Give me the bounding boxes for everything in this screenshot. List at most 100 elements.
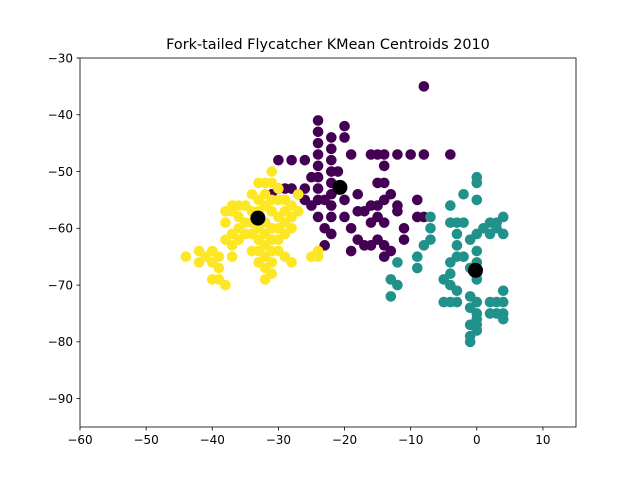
- cluster-2-point: [213, 262, 225, 274]
- cluster-1-point: [445, 200, 456, 211]
- cluster-1-point: [392, 279, 403, 291]
- cluster-1-point: [451, 240, 463, 251]
- cluster-2-point: [286, 223, 297, 234]
- cluster-0-point: [319, 194, 330, 206]
- cluster-0-point: [339, 194, 350, 206]
- cluster-2-point: [273, 183, 284, 194]
- cluster-1-point: [425, 234, 436, 245]
- centroid-point: [250, 210, 266, 226]
- cluster-0-point: [418, 81, 430, 92]
- cluster-0-point: [378, 177, 390, 189]
- cluster-0-point: [398, 234, 410, 245]
- y-axis: −90 −80 −70 −60 −50 −40 −30: [48, 51, 80, 406]
- cluster-0-point: [385, 188, 397, 200]
- cluster-2-point: [213, 251, 225, 262]
- cluster-0-point: [312, 137, 324, 149]
- cluster-0-point: [405, 149, 416, 160]
- cluster-1-point: [497, 285, 509, 297]
- cluster-2-point: [266, 166, 278, 177]
- cluster-1-point: [385, 291, 397, 302]
- cluster-1-point: [497, 296, 509, 308]
- cluster-1-point: [445, 257, 456, 268]
- cluster-0-point: [378, 160, 390, 172]
- cluster-1-point: [458, 188, 469, 200]
- x-tick-label: −30: [266, 433, 291, 447]
- cluster-0-point: [392, 200, 403, 211]
- cluster-0-point: [306, 200, 317, 211]
- cluster-0-point: [326, 132, 337, 143]
- cluster-2-point: [180, 251, 192, 262]
- cluster-1-point: [425, 211, 436, 223]
- x-tick-label: −50: [133, 433, 158, 447]
- cluster-0-point: [273, 154, 284, 166]
- x-tick-label: −60: [67, 433, 92, 447]
- cluster-0-point: [312, 115, 324, 126]
- centroid-point: [467, 262, 483, 278]
- cluster-0-point: [312, 211, 324, 223]
- cluster-0-point: [299, 154, 311, 166]
- y-tick-label: −60: [48, 222, 73, 236]
- cluster-0-point: [312, 126, 324, 138]
- plot-frame: [79, 57, 577, 428]
- cluster-0-point: [332, 166, 344, 177]
- cluster-0-point: [326, 154, 337, 166]
- centroid-points: [250, 179, 483, 278]
- cluster-2-point: [226, 200, 238, 211]
- cluster-2-point: [292, 188, 304, 200]
- cluster-2-point: [292, 205, 304, 217]
- x-tick-label: −40: [200, 433, 225, 447]
- cluster-0-point: [312, 183, 324, 194]
- cluster-0-point: [345, 245, 357, 257]
- cluster-1-point: [411, 262, 423, 274]
- cluster-0-point: [365, 149, 377, 160]
- x-tick-label: 10: [535, 433, 550, 447]
- cluster-0-point: [411, 194, 423, 206]
- x-axis: −60 −50 −40 −30 −20 −10 0 10: [67, 427, 551, 447]
- centroid-point: [332, 179, 348, 195]
- cluster-2-point: [220, 217, 231, 228]
- cluster-1-point: [411, 251, 423, 262]
- cluster-1-point: [484, 308, 496, 319]
- cluster-1-point: [392, 257, 403, 268]
- cluster-1-point: [471, 245, 483, 257]
- data-points: [180, 81, 509, 348]
- cluster-0-point: [286, 154, 297, 166]
- cluster-0-point: [312, 160, 324, 172]
- cluster-0-point: [392, 149, 403, 160]
- cluster-2-point: [286, 257, 297, 268]
- cluster-0-point: [378, 251, 390, 262]
- cluster-0-point: [418, 149, 430, 160]
- cluster-0-point: [326, 211, 337, 223]
- cluster-0-point: [326, 143, 337, 155]
- cluster-0-point: [312, 149, 324, 160]
- y-tick-label: −30: [48, 51, 73, 65]
- cluster-1-point: [451, 228, 463, 240]
- cluster-1-point: [451, 285, 463, 297]
- y-tick-label: −40: [48, 108, 73, 122]
- y-tick-label: −70: [48, 278, 73, 292]
- chart-title: Fork-tailed Flycatcher KMean Centroids 2…: [166, 37, 490, 53]
- cluster-2-point: [266, 268, 278, 280]
- cluster-1-point: [464, 319, 476, 331]
- cluster-1-point: [471, 177, 483, 189]
- y-tick-label: −80: [48, 335, 73, 349]
- cluster-2-point: [226, 251, 238, 262]
- cluster-1-point: [458, 217, 469, 228]
- cluster-0-point: [378, 217, 390, 228]
- cluster-1-point: [458, 251, 469, 262]
- cluster-1-point: [425, 223, 436, 234]
- cluster-1-point: [464, 234, 476, 245]
- cluster-1-point: [438, 296, 450, 308]
- cluster-0-point: [339, 211, 350, 223]
- cluster-0-point: [445, 149, 456, 160]
- cluster-1-point: [497, 228, 509, 240]
- cluster-0-point: [339, 132, 350, 143]
- cluster-1-point: [497, 211, 509, 223]
- cluster-1-point: [471, 194, 483, 206]
- x-tick-label: −10: [398, 433, 423, 447]
- cluster-0-point: [339, 120, 350, 132]
- cluster-0-point: [319, 223, 330, 234]
- cluster-0-point: [345, 223, 357, 234]
- y-tick-label: −90: [48, 392, 73, 406]
- cluster-0-point: [306, 171, 317, 183]
